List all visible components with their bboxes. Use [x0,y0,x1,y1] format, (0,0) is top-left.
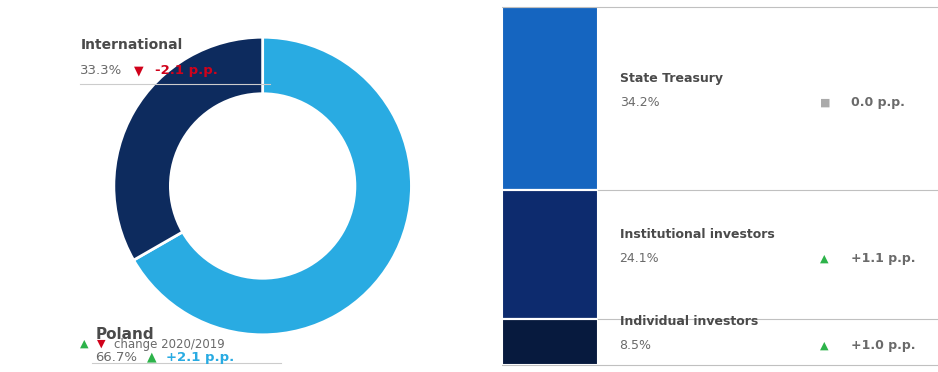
Text: +2.1 p.p.: +2.1 p.p. [166,351,234,363]
Text: 8.5%: 8.5% [620,339,652,352]
Bar [502,319,598,365]
Text: International: International [81,38,183,52]
Text: ▲: ▲ [820,253,829,263]
Text: 33.3%: 33.3% [81,64,123,77]
Text: ▲: ▲ [81,339,89,349]
Text: Poland: Poland [96,327,154,342]
Text: ▼: ▼ [98,339,106,349]
Text: State Treasury: State Treasury [620,72,722,85]
Text: 34.2%: 34.2% [620,96,659,109]
Wedge shape [133,37,412,335]
Bar [502,190,598,319]
Text: change 2020/2019: change 2020/2019 [113,338,224,350]
Text: ■: ■ [820,97,831,108]
Text: 24.1%: 24.1% [620,252,659,265]
Text: -2.1 p.p.: -2.1 p.p. [155,64,218,77]
Text: ▲: ▲ [147,351,157,363]
Text: +1.0 p.p.: +1.0 p.p. [851,339,915,352]
Text: 0.0 p.p.: 0.0 p.p. [851,96,904,109]
Text: +1.1 p.p.: +1.1 p.p. [851,252,915,265]
Wedge shape [113,37,263,260]
Text: Institutional investors: Institutional investors [620,228,775,241]
Bar [502,7,598,190]
Text: ▼: ▼ [134,64,144,77]
Text: ▲: ▲ [820,340,829,350]
Text: 66.7%: 66.7% [96,351,137,363]
Text: Individual investors: Individual investors [620,315,758,328]
